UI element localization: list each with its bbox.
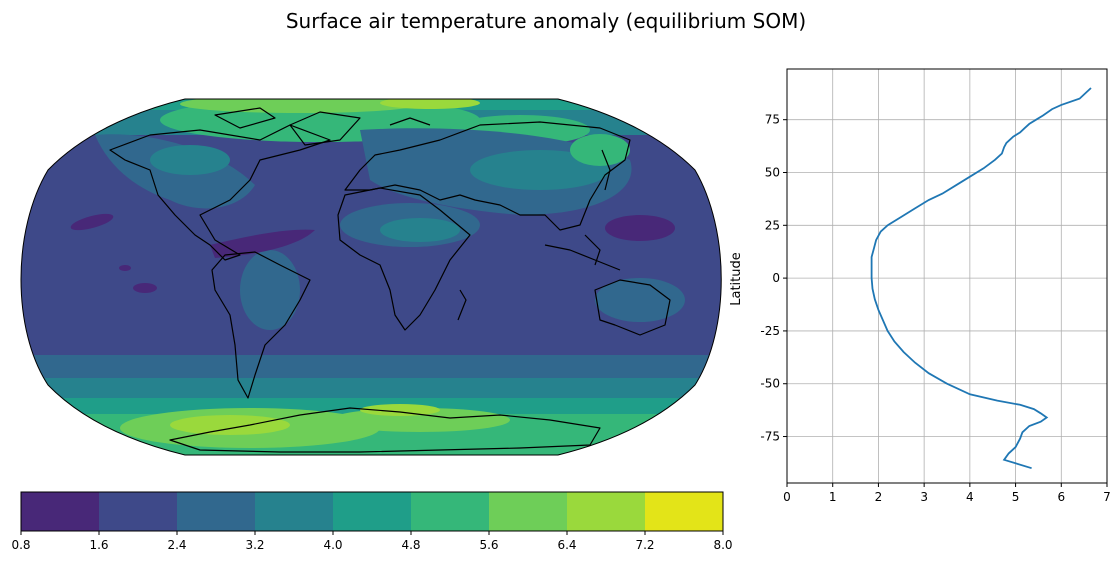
y-tick-label: 75 xyxy=(765,113,780,127)
y-tick-label: 25 xyxy=(765,218,780,232)
x-tick-label: 7 xyxy=(1103,490,1111,504)
y-tick-label: 0 xyxy=(772,271,780,285)
y-axis-label: Latitude xyxy=(729,252,744,306)
colorbar-tick-label: 8.0 xyxy=(713,538,732,552)
colorbar-tick-label: 2.4 xyxy=(167,538,186,552)
world-map xyxy=(20,98,722,456)
grid-lines xyxy=(786,69,1108,483)
series-line xyxy=(870,87,1092,470)
colorbar-tick-label: 4.0 xyxy=(323,538,342,552)
colorbar-tick-label: 4.8 xyxy=(401,538,420,552)
x-tick-label: 0 xyxy=(783,490,791,504)
x-tick-label: 2 xyxy=(875,490,883,504)
colorbar-tick-label: 7.2 xyxy=(635,538,654,552)
colorbar-frame xyxy=(20,491,724,532)
colorbar-ticks: 0.8 1.6 2.4 3.2 4.0 4.8 5.6 6.4 7.2 8.0 xyxy=(11,531,733,552)
x-tick-label: 4 xyxy=(966,490,974,504)
colorbar-tick-label: 1.6 xyxy=(89,538,108,552)
colorbar-block xyxy=(255,492,334,531)
latitude-profile-chart: 0 1 2 3 4 5 6 7 -75 -50 -25 0 25 50 75 Latitude xyxy=(729,68,1111,504)
colorbar-tick-label: 5.6 xyxy=(479,538,498,552)
colorbar-tick-label: 6.4 xyxy=(557,538,576,552)
colorbar-tick-label: 0.8 xyxy=(11,538,30,552)
x-axis-ticks: 0 1 2 3 4 5 6 7 xyxy=(783,483,1111,504)
colorbar-block xyxy=(645,492,724,531)
colorbar-block xyxy=(411,492,490,531)
colorbar-blocks xyxy=(21,492,724,531)
colorbar-block xyxy=(99,492,178,531)
x-tick-label: 3 xyxy=(920,490,928,504)
colorbar-block xyxy=(21,492,100,531)
colorbar-block xyxy=(567,492,646,531)
colorbar-block xyxy=(177,492,256,531)
colorbar-block xyxy=(333,492,412,531)
figure-title: Surface air temperature anomaly (equilib… xyxy=(286,9,806,33)
y-tick-label: -75 xyxy=(760,430,780,444)
y-tick-label: -25 xyxy=(760,324,780,338)
x-tick-label: 1 xyxy=(829,490,837,504)
x-tick-label: 6 xyxy=(1057,490,1065,504)
y-tick-label: -50 xyxy=(760,377,780,391)
colorbar: 0.8 1.6 2.4 3.2 4.0 4.8 5.6 6.4 7.2 8.0 xyxy=(11,491,733,552)
colorbar-block xyxy=(489,492,568,531)
y-tick-label: 50 xyxy=(765,166,780,180)
colorbar-tick-label: 3.2 xyxy=(245,538,264,552)
x-tick-label: 5 xyxy=(1012,490,1020,504)
y-axis-ticks: -75 -50 -25 0 25 50 75 xyxy=(760,113,787,444)
plot-frame xyxy=(786,68,1108,484)
